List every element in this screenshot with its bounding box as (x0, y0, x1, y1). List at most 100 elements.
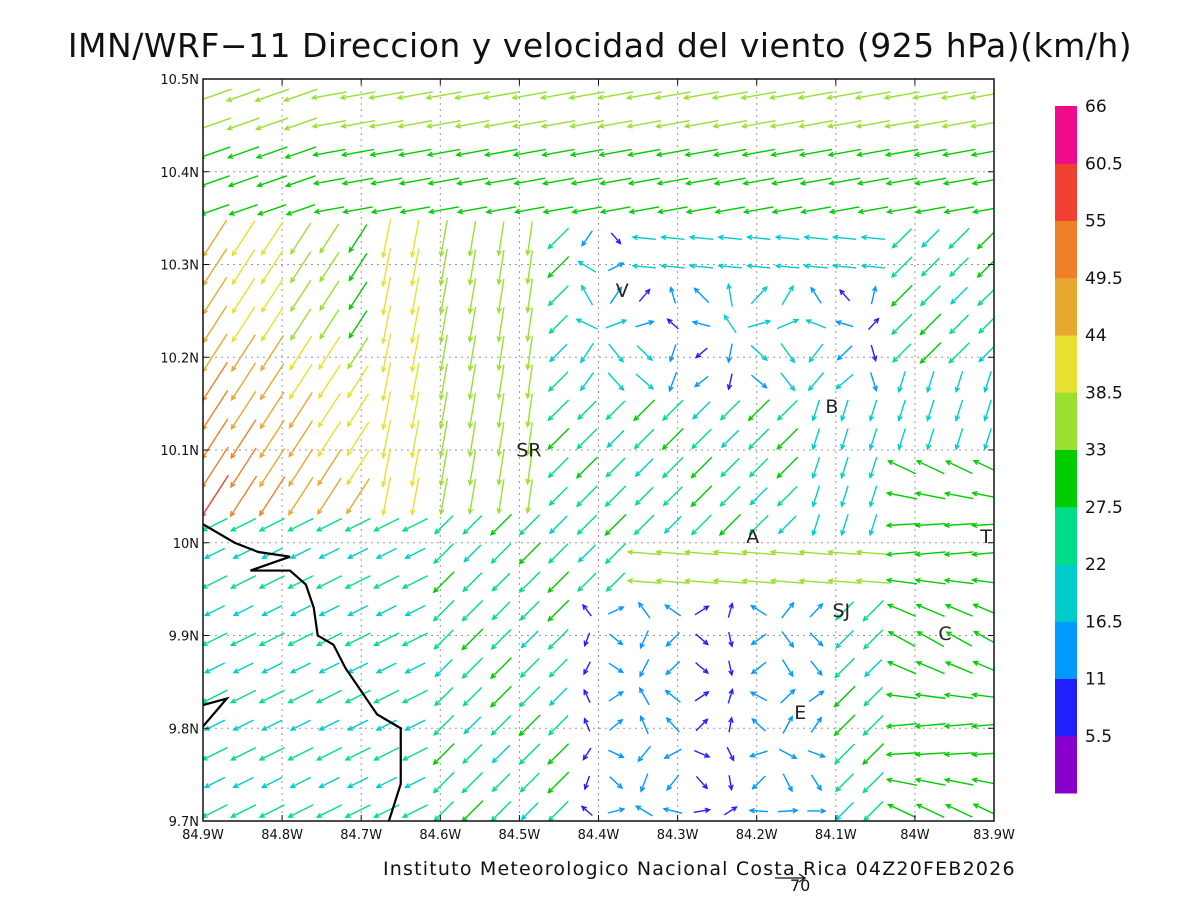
wind-arrow (977, 288, 994, 307)
wind-arrow (608, 343, 624, 363)
wind-arrow (868, 428, 878, 451)
wind-arrow (341, 177, 374, 186)
lon-tick-label: 84.2W (736, 828, 778, 843)
wind-arrow (855, 549, 890, 556)
wind-arrow (525, 221, 534, 257)
wind-arrow (714, 206, 746, 215)
wind-arrow (983, 399, 992, 422)
wind-arrow (367, 91, 405, 101)
wind-arrow (579, 372, 595, 392)
wind-arrow (401, 632, 429, 647)
wind-arrow (425, 119, 461, 129)
wind-arrow (315, 689, 343, 704)
wind-arrow (886, 660, 917, 675)
wind-arrow (919, 285, 941, 307)
wind-arrow (693, 807, 712, 814)
city-label-sr: SR (516, 439, 541, 461)
wind-arrow (229, 475, 258, 518)
wind-arrow (885, 692, 918, 700)
wind-arrow (287, 632, 314, 647)
wind-arrow (915, 660, 945, 675)
wind-arrow (203, 575, 228, 589)
wind-arrow (660, 263, 685, 269)
wind-arrow (920, 257, 941, 277)
wind-arrow (346, 450, 370, 486)
wind-arrow (319, 309, 340, 340)
wind-arrow (317, 392, 341, 429)
lat-tick-label: 9.8N (169, 722, 199, 737)
wind-arrow (720, 429, 740, 449)
wind-arrow (290, 222, 312, 255)
wind-arrow (290, 308, 312, 341)
wind-arrow (285, 204, 316, 216)
wind-arrow (887, 803, 917, 819)
wind-arrow (258, 476, 286, 517)
wind-arrow (627, 177, 660, 186)
wind-arrow (433, 542, 455, 565)
wind-arrow (519, 600, 540, 621)
colorbar-segment (1055, 506, 1077, 565)
wind-arrow (803, 234, 828, 241)
wind-arrow (972, 459, 994, 471)
wind-arrow (668, 371, 678, 393)
lon-tick-label: 84.7W (340, 828, 382, 843)
colorbar-segment (1055, 564, 1077, 622)
wind-arrow (570, 177, 603, 186)
lat-tick-label: 10.3N (160, 259, 199, 274)
wind-arrow (373, 804, 400, 818)
wind-arrow (577, 260, 597, 273)
wind-arrow (688, 263, 714, 269)
wind-arrow (548, 314, 568, 335)
wind-arrow (914, 723, 946, 729)
city-labels: V SR B A SJ C E T (516, 280, 992, 724)
wind-arrow (887, 460, 917, 475)
wind-arrow (346, 719, 369, 731)
wind-arrow (693, 375, 709, 388)
wind-arrow (203, 804, 228, 818)
wind-arrow (691, 428, 712, 450)
speed-colorbar: 5.5 11 16.5 22 27.5 33 38.5 44 49.5 55 60.5 66 (1055, 97, 1123, 794)
wind-arrow (712, 578, 747, 584)
wind-arrow (344, 575, 371, 589)
wind-arrow (438, 392, 448, 430)
wind-arrow (461, 657, 484, 679)
wind-arrow (438, 334, 448, 373)
wind-arrow (750, 344, 769, 362)
wind-arrow (913, 177, 947, 186)
wind-arrow (598, 177, 632, 186)
wind-arrow (887, 631, 916, 648)
wind-arrow (491, 744, 511, 764)
wind-arrow (913, 148, 947, 158)
wind-arrow (868, 514, 878, 537)
wind-arrow (462, 743, 483, 765)
wind-arrow (425, 91, 462, 101)
wind-arrow (373, 746, 400, 761)
wind-arrow (226, 146, 260, 159)
wind-arrow (834, 601, 855, 621)
wind-arrow (490, 629, 512, 650)
wind-arrow (318, 719, 340, 731)
wind-arrow (970, 577, 994, 584)
wind-arrow (836, 345, 853, 361)
wind-arrow (970, 723, 994, 729)
wind-arrow (547, 457, 569, 479)
wind-arrow (835, 373, 854, 390)
wind-arrow (548, 658, 568, 678)
wind-arrow (607, 372, 625, 392)
wind-arrow (461, 600, 484, 622)
wind-arrow (227, 175, 259, 188)
wind-arrow (381, 276, 392, 316)
wind-arrow (467, 363, 477, 401)
wind-arrow (769, 578, 804, 584)
wind-arrow (289, 335, 313, 371)
wind-arrow (254, 117, 289, 131)
wind-arrow (750, 374, 768, 389)
wind-arrow (433, 714, 455, 737)
wind-arrow (577, 572, 597, 592)
wind-arrow (232, 719, 254, 731)
wind-arrow (868, 399, 878, 422)
wind-arrow (831, 263, 857, 269)
wind-arrow (970, 522, 994, 529)
wind-arrow (287, 746, 314, 761)
wind-arrow (434, 515, 454, 535)
